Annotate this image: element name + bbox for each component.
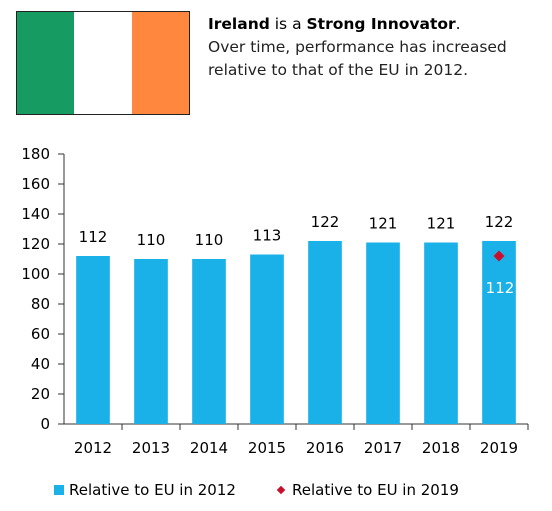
bar-value-label: 110 (195, 231, 224, 249)
headline: Ireland is a Strong Innovator. Over time… (208, 13, 548, 82)
bar-value-label: 122 (485, 213, 514, 231)
flag-stripe-green (17, 12, 75, 114)
x-tick-label: 2017 (364, 439, 402, 457)
y-tick-label: 120 (21, 235, 50, 253)
legend-swatch-diamond (276, 485, 286, 495)
bar-value-label: 121 (427, 215, 456, 233)
x-tick-label: 2014 (190, 439, 228, 457)
y-tick-label: 40 (31, 355, 50, 373)
headline-connector: is a (269, 15, 307, 33)
bar (250, 254, 284, 424)
bar-value-label: 112 (79, 228, 108, 246)
bar (76, 256, 110, 424)
legend-item-2019: Relative to EU in 2019 (276, 481, 459, 499)
marker-diamond (493, 250, 505, 262)
bar (482, 241, 516, 424)
x-tick-label: 2016 (306, 439, 344, 457)
y-tick-label: 60 (31, 325, 50, 343)
flag-stripe-orange (131, 12, 189, 114)
legend-item-2012: Relative to EU in 2012 (54, 481, 236, 499)
x-tick-label: 2012 (74, 439, 112, 457)
bar-chart: 0 20 40 60 80 100 120 140 160 180 112 2012 110 2013 11… (21, 145, 529, 457)
x-tick-label: 2018 (422, 439, 460, 457)
flag-stripe-white (74, 12, 132, 114)
bar (192, 259, 226, 424)
flag-ireland (16, 11, 190, 115)
headline-group: Strong Innovator (306, 15, 456, 33)
y-tick-label: 160 (21, 175, 50, 193)
y-tick-label: 180 (21, 145, 50, 163)
legend-label-2019: Relative to EU in 2019 (292, 481, 459, 499)
x-tick-label: 2013 (132, 439, 170, 457)
headline-country: Ireland (208, 15, 270, 33)
bar (308, 241, 342, 424)
bar-value-label: 113 (253, 227, 282, 245)
headline-subtitle: Over time, performance has increased rel… (208, 38, 507, 79)
x-tick-label: 2015 (248, 439, 286, 457)
bar (366, 242, 400, 424)
bar-value-label: 110 (137, 231, 166, 249)
y-tick-label: 20 (31, 385, 50, 403)
x-tick-label: 2019 (480, 439, 518, 457)
bar (424, 242, 458, 424)
y-tick-label: 0 (40, 415, 50, 433)
bar-value-label: 122 (311, 213, 340, 231)
marker-value-label: 112 (486, 279, 515, 297)
y-tick-label: 100 (21, 265, 50, 283)
bar-value-label: 121 (369, 215, 398, 233)
y-tick-label: 140 (21, 205, 50, 223)
y-tick-label: 80 (31, 295, 50, 313)
headline-period: . (455, 15, 461, 33)
legend-swatch-bar (54, 485, 64, 495)
bar (134, 259, 168, 424)
legend-label-2012: Relative to EU in 2012 (69, 481, 236, 499)
